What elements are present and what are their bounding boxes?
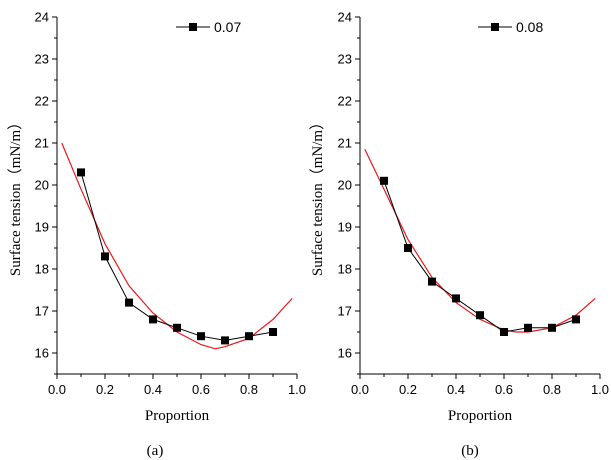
panel-label: (b) (461, 443, 479, 459)
legend-marker (491, 23, 499, 31)
y-tick-label: 22 (338, 94, 352, 109)
y-tick-label: 20 (338, 178, 352, 193)
y-tick-label: 24 (338, 10, 352, 25)
data-point-marker (101, 252, 109, 261)
fit-curve (364, 149, 596, 333)
x-tick-label: 0.8 (240, 382, 258, 397)
fit-curve (61, 142, 293, 350)
y-tick-label: 18 (35, 262, 49, 277)
y-tick-label: 16 (35, 346, 49, 361)
y-tick-label: 23 (35, 52, 49, 67)
data-point-marker (524, 323, 532, 332)
panel-b: 16 17 18 19 20 21 22 23 24 0.0 0.2 0.4 0.6 0.8 1.0 Prop… (309, 10, 609, 460)
legend-label: 0.07 (214, 19, 241, 35)
y-axis-title: Surface tension（mN/m） (7, 115, 24, 276)
data-point-marker (428, 277, 436, 286)
x-tick-label: 0.6 (495, 382, 513, 397)
data-point-marker (173, 323, 181, 332)
x-axis-title: Proportion (145, 408, 210, 424)
x-tick-label: 1.0 (288, 382, 306, 397)
legend-marker (189, 23, 197, 31)
data-point-marker (404, 244, 412, 252)
data-point-marker (380, 176, 388, 185)
data-point-marker (149, 315, 157, 324)
y-tick-label: 17 (35, 304, 49, 319)
y-axis-title: Surface tension（mN/m） (309, 115, 326, 276)
data-line (80, 172, 274, 341)
legend-label: 0.08 (516, 19, 543, 35)
data-point-marker (452, 294, 460, 303)
data-point-marker (500, 328, 508, 336)
y-tick-label: 19 (35, 220, 49, 235)
y-tick-label: 16 (338, 346, 352, 361)
x-tick-label: 0.4 (144, 382, 162, 397)
x-tick-label: 0.0 (351, 382, 369, 397)
data-point-marker (221, 336, 229, 345)
data-line (383, 180, 577, 333)
panel-label: (a) (147, 443, 164, 459)
x-tick-label: 0.6 (192, 382, 210, 397)
y-tick-label: 17 (338, 304, 352, 319)
data-point-marker (77, 168, 85, 177)
data-point-marker (245, 332, 253, 341)
data-point-marker (572, 315, 580, 324)
y-tick-label: 24 (35, 10, 49, 25)
x-tick-label: 1.0 (591, 382, 609, 397)
y-tick-label: 22 (35, 94, 49, 109)
x-tick-label: 0.2 (96, 382, 114, 397)
y-tick-label: 19 (338, 220, 352, 235)
y-tick-label: 20 (35, 178, 49, 193)
data-point-marker (548, 323, 556, 332)
data-point-marker (476, 311, 484, 320)
y-tick-label: 21 (35, 136, 49, 151)
panel-a: 16 17 18 19 20 21 22 23 24 0.0 0.2 0.4 0.6 0.8 1.0 Prop… (7, 10, 306, 460)
x-axis-title: Proportion (448, 408, 513, 424)
x-tick-label: 0.2 (399, 382, 417, 397)
y-tick-label: 23 (338, 52, 352, 67)
x-tick-label: 0.0 (48, 382, 66, 397)
x-tick-label: 0.4 (447, 382, 465, 397)
data-point-marker (197, 332, 205, 341)
data-point-marker (269, 328, 277, 336)
x-tick-label: 0.8 (543, 382, 561, 397)
y-tick-label: 18 (338, 262, 352, 277)
data-point-marker (125, 298, 133, 307)
y-tick-label: 21 (338, 136, 352, 151)
